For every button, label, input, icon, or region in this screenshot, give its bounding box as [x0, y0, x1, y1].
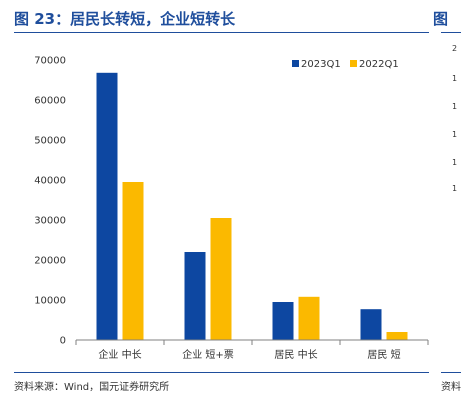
figure-title: 图 23：居民长转短，企业短转长: [14, 10, 236, 28]
legend-label: 2023Q1: [301, 59, 341, 70]
legend-swatch-2022q1: [350, 60, 357, 67]
title-rule: [14, 32, 429, 33]
source-note: 资料来源：Wind，国元证券研究所: [14, 382, 170, 393]
x-axis: 企业 中长 企业 短+票 居民 中长 居民 短: [75, 339, 429, 361]
source-rule: [14, 372, 429, 373]
adjacent-axis-tick: 1: [452, 158, 458, 167]
category-label: 居民 短: [367, 348, 400, 361]
category-label: 企业 短+票: [182, 348, 234, 361]
y-tick-label: 0: [60, 336, 66, 347]
bar-2022q1-0: [122, 182, 144, 340]
y-axis: 0 10000 20000 30000 40000 50000 60000 70000: [34, 56, 66, 347]
category-label: 企业 中长: [98, 348, 141, 361]
adjacent-title-rule: [441, 32, 461, 33]
bar-2023q1-0: [96, 72, 118, 341]
y-tick-label: 50000: [34, 136, 66, 147]
y-tick-label: 60000: [34, 96, 66, 107]
bar-2022q1-3: [386, 332, 408, 340]
adjacent-source-rule: [441, 372, 461, 373]
bar-2022q1-1: [210, 218, 232, 340]
adjacent-axis-tick: 2: [452, 44, 458, 53]
y-tick-label: 40000: [34, 176, 66, 187]
bar-2023q1-1: [184, 252, 206, 340]
y-tick-label: 10000: [34, 296, 66, 307]
bar-2023q1-3: [360, 309, 382, 340]
legend: 2023Q1 2022Q1: [292, 59, 399, 70]
adjacent-axis-tick: 1: [452, 102, 458, 111]
y-tick-label: 20000: [34, 256, 66, 267]
legend-swatch-2023q1: [292, 60, 299, 67]
bar-2023q1-2: [272, 302, 294, 340]
y-tick-label: 30000: [34, 216, 66, 227]
adjacent-axis-tick: 1: [452, 130, 458, 139]
category-label: 居民 中长: [274, 348, 317, 361]
y-tick-label: 70000: [34, 56, 66, 67]
adjacent-figure-title: 图: [433, 10, 449, 28]
adjacent-axis-tick: 1: [452, 74, 458, 83]
bars: [96, 72, 408, 341]
bar-2022q1-2: [298, 296, 320, 340]
legend-label: 2022Q1: [359, 59, 399, 70]
adjacent-axis-tick: 1: [452, 184, 458, 193]
adjacent-source-note: 资料: [441, 382, 461, 393]
